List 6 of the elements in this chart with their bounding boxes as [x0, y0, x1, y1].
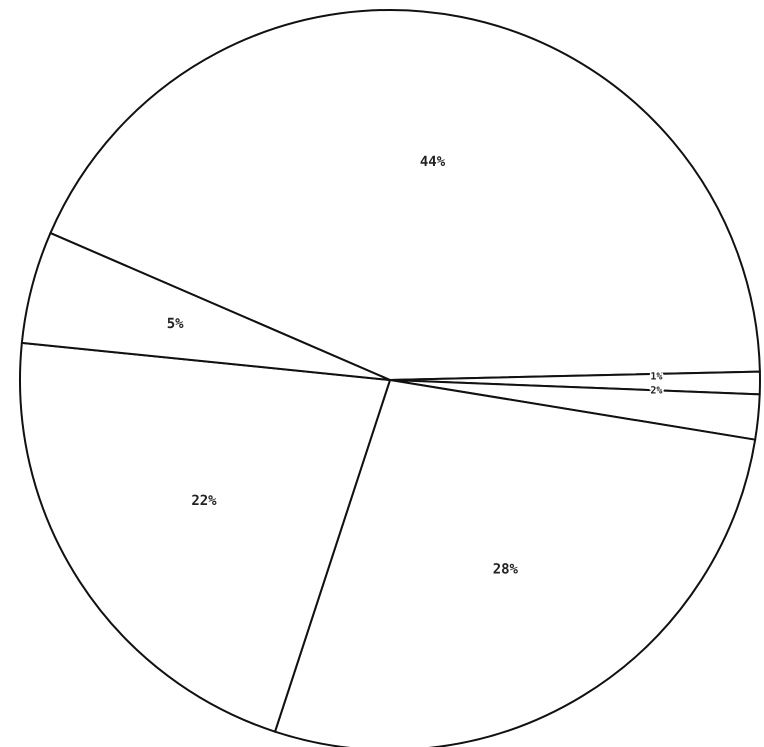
data-label: 44% [420, 154, 446, 170]
data-label: 28% [492, 562, 519, 578]
data-label: 2% [650, 386, 662, 397]
data-label: 1% [650, 372, 662, 383]
data-label: 22% [191, 492, 218, 509]
data-label: 5% [166, 316, 184, 332]
